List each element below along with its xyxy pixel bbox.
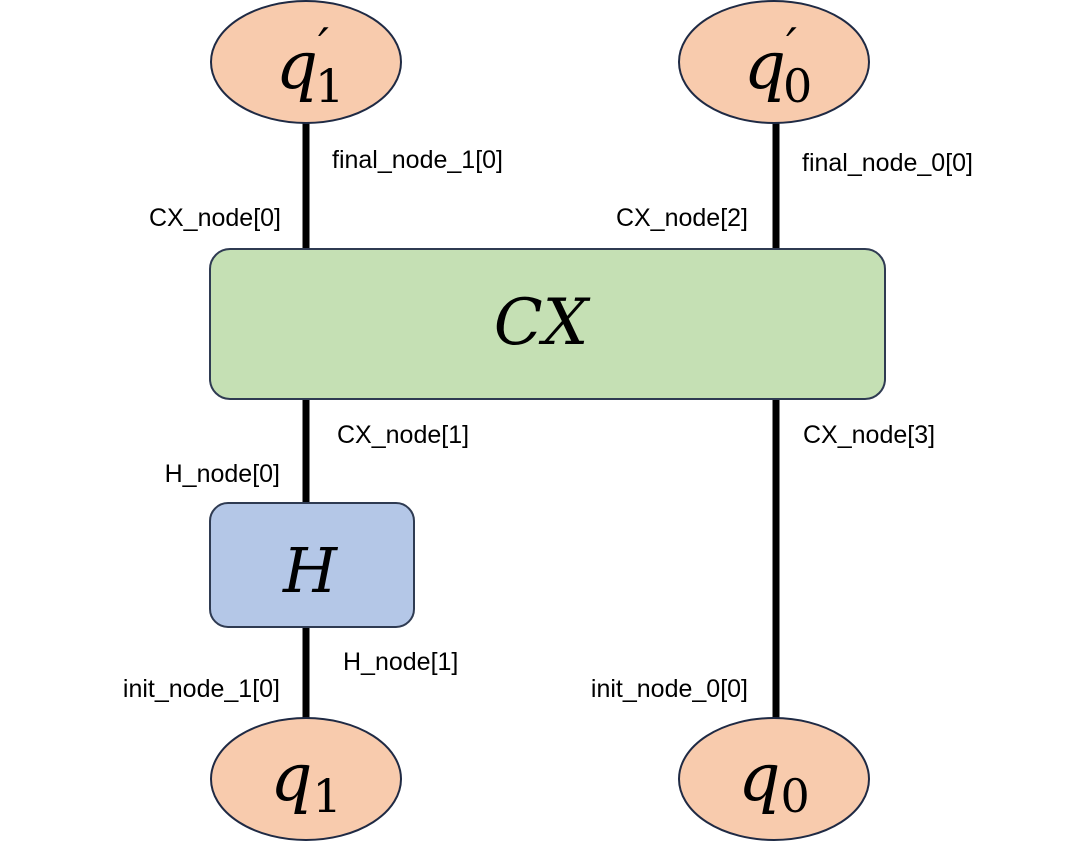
- qubit-q1-ellipse: [210, 717, 402, 841]
- h-gate-label: H: [282, 534, 339, 607]
- qubit-q0-prime-symbol: q: [744, 27, 786, 104]
- qubit-q1: q1: [210, 717, 402, 841]
- label-final-node-0: final_node_0[0]: [802, 149, 973, 177]
- label-cx-node-3: CX_node[3]: [803, 421, 935, 449]
- qubit-q1-symbol: q: [270, 739, 312, 816]
- qubit-q1-prime-prime: ′: [318, 18, 329, 74]
- label-cx-node-1: CX_node[1]: [337, 421, 469, 449]
- label-cx-node-2: CX_node[2]: [616, 204, 748, 232]
- qubit-q1-prime-index: 1: [315, 59, 344, 113]
- qubit-q0-index: 0: [780, 769, 809, 823]
- svg-text:q′0: q′ 0: [744, 18, 812, 113]
- label-h-node-0: H_node[0]: [165, 460, 280, 488]
- qubit-q0-prime-prime: ′: [786, 18, 797, 74]
- label-cx-node-0: CX_node[0]: [149, 204, 281, 232]
- qubit-q0-ellipse: [678, 717, 870, 841]
- cx-gate-label: CX: [494, 286, 591, 360]
- svg-text:q′1: q′ 1: [276, 18, 344, 113]
- qubit-q0-symbol: q: [738, 739, 780, 816]
- qubit-q0-prime-index: 0: [783, 59, 812, 113]
- svg-text:q1: q1: [270, 739, 342, 823]
- h-gate: H: [209, 502, 415, 628]
- qubit-q1-prime-symbol: q: [276, 27, 318, 104]
- qubit-q0-prime: q′ 0: [678, 0, 870, 124]
- cx-gate-box: [209, 248, 886, 400]
- qubit-q1-prime: q′ 1: [210, 0, 402, 124]
- cx-gate: CX: [209, 248, 886, 400]
- label-init-node-1: init_node_1[0]: [123, 675, 280, 703]
- qubit-q0-prime-ellipse: [678, 0, 870, 124]
- label-init-node-0: init_node_0[0]: [591, 675, 748, 703]
- qubit-q1-prime-ellipse: [210, 0, 402, 124]
- svg-text:q0: q0: [738, 739, 810, 823]
- qubit-q1-index: 1: [312, 769, 341, 823]
- qubit-q0: q0: [678, 717, 870, 841]
- h-gate-box: [209, 502, 415, 628]
- label-final-node-1: final_node_1[0]: [332, 146, 503, 174]
- label-h-node-1: H_node[1]: [343, 648, 458, 676]
